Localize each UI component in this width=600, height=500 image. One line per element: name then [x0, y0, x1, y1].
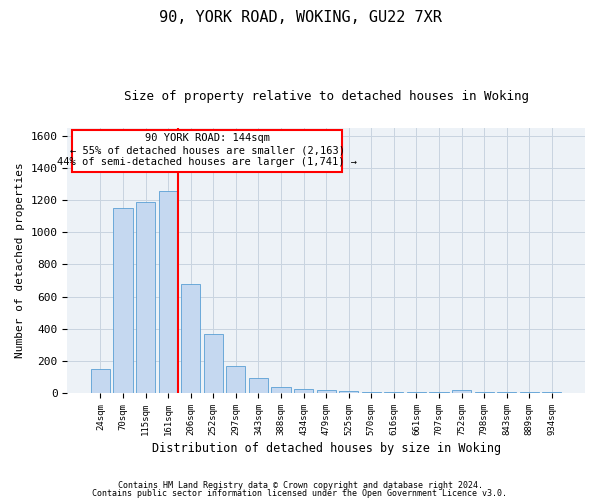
Text: 44% of semi-detached houses are larger (1,741) →: 44% of semi-detached houses are larger (…: [57, 157, 357, 167]
Bar: [91, 369, 110, 393]
Bar: [317, 390, 336, 393]
Bar: [430, 392, 449, 393]
X-axis label: Distribution of detached houses by size in Woking: Distribution of detached houses by size …: [152, 442, 501, 455]
Text: Contains HM Land Registry data © Crown copyright and database right 2024.: Contains HM Land Registry data © Crown c…: [118, 481, 482, 490]
Bar: [339, 392, 358, 393]
Bar: [384, 392, 403, 393]
Bar: [136, 202, 155, 393]
Text: Contains public sector information licensed under the Open Government Licence v3: Contains public sector information licen…: [92, 488, 508, 498]
Bar: [362, 392, 381, 393]
Bar: [249, 378, 268, 393]
Text: ← 55% of detached houses are smaller (2,163): ← 55% of detached houses are smaller (2,…: [70, 145, 344, 155]
Bar: [203, 334, 223, 393]
Bar: [520, 392, 539, 393]
Bar: [226, 366, 245, 393]
Bar: [452, 390, 471, 393]
Bar: [542, 392, 562, 393]
Bar: [181, 284, 200, 393]
Bar: [294, 389, 313, 393]
Bar: [497, 392, 517, 393]
Y-axis label: Number of detached properties: Number of detached properties: [15, 162, 25, 358]
Title: Size of property relative to detached houses in Woking: Size of property relative to detached ho…: [124, 90, 529, 103]
Bar: [475, 392, 494, 393]
Bar: [271, 386, 290, 393]
Text: 90 YORK ROAD: 144sqm: 90 YORK ROAD: 144sqm: [145, 133, 269, 143]
Bar: [158, 192, 178, 393]
Text: 90, YORK ROAD, WOKING, GU22 7XR: 90, YORK ROAD, WOKING, GU22 7XR: [158, 10, 442, 25]
Bar: [407, 392, 426, 393]
Bar: [113, 208, 133, 393]
FancyBboxPatch shape: [73, 130, 341, 172]
